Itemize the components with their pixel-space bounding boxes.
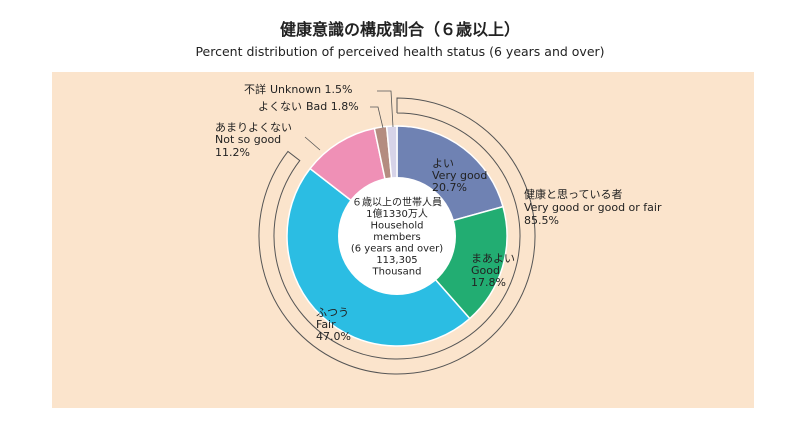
label-good-value: 17.8% xyxy=(471,276,506,289)
leader-not-so-good xyxy=(304,136,321,151)
label-bad-ja: よくない xyxy=(258,100,302,113)
label-very-good: よい Very good 20.7% xyxy=(432,157,487,194)
leader-unknown xyxy=(377,90,394,128)
label-unknown: 不詳 Unknown 1.5% xyxy=(244,82,353,96)
label-not-so-good-value: 11.2% xyxy=(215,146,250,159)
center-label-line: 1億1330万人 xyxy=(366,207,428,220)
label-very-good-value: 20.7% xyxy=(432,181,467,194)
label-fair: ふつう Fair 47.0% xyxy=(316,306,351,343)
label-not-so-good-en: Not so good xyxy=(215,133,281,146)
label-bracket-ja: 健康と思っている者 xyxy=(524,187,622,201)
chart-title: 健康意識の構成割合（６歳以上） xyxy=(279,20,520,39)
bracket-arc xyxy=(258,97,536,375)
center-label-line: members xyxy=(373,232,420,243)
center-label-line: ６歳以上の世帯人員 xyxy=(352,196,442,209)
label-bracket-value: 85.5% xyxy=(524,214,559,227)
label-not-so-good: あまりよくない Not so good 11.2% xyxy=(215,121,292,159)
chart-subtitle: Percent distribution of perceived health… xyxy=(195,44,605,59)
label-bad: よくない Bad 1.8% xyxy=(258,100,359,113)
label-fair-ja: ふつう xyxy=(316,306,349,319)
center-label-line: 113,305 xyxy=(376,255,417,266)
donut-hole xyxy=(338,177,456,295)
label-good: まあよい Good 17.8% xyxy=(471,252,515,289)
leader-bad xyxy=(370,106,384,129)
center-label-line: Thousand xyxy=(372,267,422,278)
label-fair-value: 47.0% xyxy=(316,330,351,343)
label-not-so-good-ja: あまりよくない xyxy=(215,121,292,134)
label-fair-en: Fair xyxy=(316,318,336,331)
center-label-line: Household xyxy=(371,221,424,232)
label-bracket: 健康と思っている者 Very good or good or fair 85.5… xyxy=(524,187,662,227)
label-unknown-value: Unknown 1.5% xyxy=(270,83,353,96)
label-unknown-ja: 不詳 xyxy=(244,82,266,96)
label-very-good-en: Very good xyxy=(432,169,487,182)
label-very-good-ja: よい xyxy=(432,157,454,170)
label-good-en: Good xyxy=(471,264,500,277)
center-label-line: (6 years and over) xyxy=(351,244,443,255)
label-bad-value: Bad 1.8% xyxy=(306,100,359,113)
label-good-ja: まあよい xyxy=(471,252,515,265)
label-bracket-en: Very good or good or fair xyxy=(524,201,662,214)
